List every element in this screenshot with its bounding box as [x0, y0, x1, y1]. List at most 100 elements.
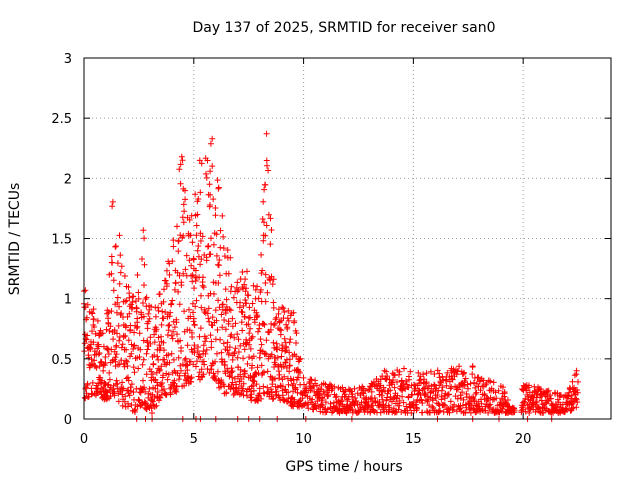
data-point	[213, 231, 220, 238]
data-point	[113, 342, 120, 349]
data-point	[187, 232, 194, 239]
data-point	[145, 310, 152, 317]
data-point	[208, 344, 215, 351]
data-point	[125, 377, 132, 384]
data-point	[441, 401, 447, 408]
data-point	[186, 306, 192, 313]
data-point	[292, 386, 299, 393]
data-point	[182, 196, 189, 203]
data-point	[178, 348, 184, 354]
data-point	[401, 365, 407, 372]
y-tick-label: 3	[64, 52, 72, 67]
data-point	[178, 367, 184, 374]
data-point	[256, 385, 263, 392]
data-point	[234, 354, 241, 361]
data-point	[188, 262, 195, 269]
data-point	[188, 374, 195, 381]
data-point	[270, 339, 277, 346]
data-point	[182, 187, 188, 194]
data-point	[390, 405, 397, 412]
data-point	[250, 387, 257, 394]
data-point	[192, 303, 199, 310]
data-point	[144, 325, 151, 332]
data-point	[443, 382, 450, 389]
data-point	[119, 402, 126, 409]
y-tick-label: 2.5	[51, 112, 72, 127]
plot-frame	[83, 57, 612, 420]
y-axis-label: SRMTID / TECUs	[7, 183, 23, 296]
data-point	[123, 346, 130, 353]
data-point	[217, 336, 224, 343]
data-point	[224, 347, 231, 354]
data-point	[216, 272, 223, 279]
x-tick-labels: 0 5 10 15 20	[80, 432, 532, 447]
data-point	[190, 315, 197, 322]
data-point	[123, 357, 129, 364]
data-point	[246, 330, 253, 337]
data-point	[284, 324, 291, 331]
data-point	[152, 385, 159, 392]
data-point	[114, 260, 121, 267]
data-point	[448, 384, 455, 390]
data-point	[240, 380, 247, 387]
data-point	[213, 252, 220, 259]
data-point	[111, 327, 118, 334]
data-point	[97, 374, 104, 381]
data-point	[487, 401, 494, 408]
data-point	[279, 304, 286, 311]
data-point	[467, 380, 474, 387]
data-point	[390, 377, 396, 383]
data-point	[203, 174, 210, 181]
data-point	[120, 385, 127, 392]
data-point	[168, 350, 175, 357]
data-point	[224, 339, 231, 346]
data-point	[389, 379, 396, 386]
data-point	[485, 409, 492, 416]
data-point	[215, 262, 222, 269]
data-point	[261, 369, 267, 376]
data-point	[501, 390, 508, 397]
data-point	[258, 286, 264, 293]
data-point	[469, 371, 476, 378]
data-point	[105, 351, 112, 357]
data-point	[217, 227, 224, 234]
data-point	[207, 202, 213, 208]
data-point	[260, 383, 267, 390]
data-point	[223, 296, 230, 303]
data-point	[165, 371, 172, 378]
data-point	[469, 363, 476, 370]
data-point	[571, 372, 578, 379]
data-point	[261, 219, 267, 226]
data-point	[258, 341, 265, 348]
data-point	[285, 389, 292, 396]
data-point	[126, 310, 133, 317]
data-point	[157, 394, 164, 401]
data-point	[164, 332, 171, 338]
data-point	[572, 395, 579, 402]
data-point	[129, 299, 136, 305]
data-point	[268, 351, 275, 358]
data-point	[239, 327, 246, 334]
data-point	[212, 307, 219, 314]
data-points	[81, 130, 581, 422]
data-point	[341, 391, 348, 398]
data-point	[144, 346, 151, 353]
data-point	[198, 292, 204, 299]
data-point	[465, 385, 471, 392]
data-point	[197, 325, 204, 332]
data-point	[188, 329, 195, 336]
data-point	[117, 269, 124, 276]
data-point	[460, 396, 467, 403]
data-point	[109, 259, 116, 266]
data-point	[176, 376, 182, 383]
data-point	[525, 384, 532, 391]
data-point	[248, 394, 255, 401]
data-point	[197, 189, 204, 196]
data-point	[396, 368, 403, 375]
data-point	[569, 378, 576, 385]
data-point	[141, 261, 148, 268]
data-point	[219, 301, 226, 308]
data-point	[169, 335, 176, 342]
data-point	[259, 370, 266, 376]
data-point	[269, 396, 276, 403]
